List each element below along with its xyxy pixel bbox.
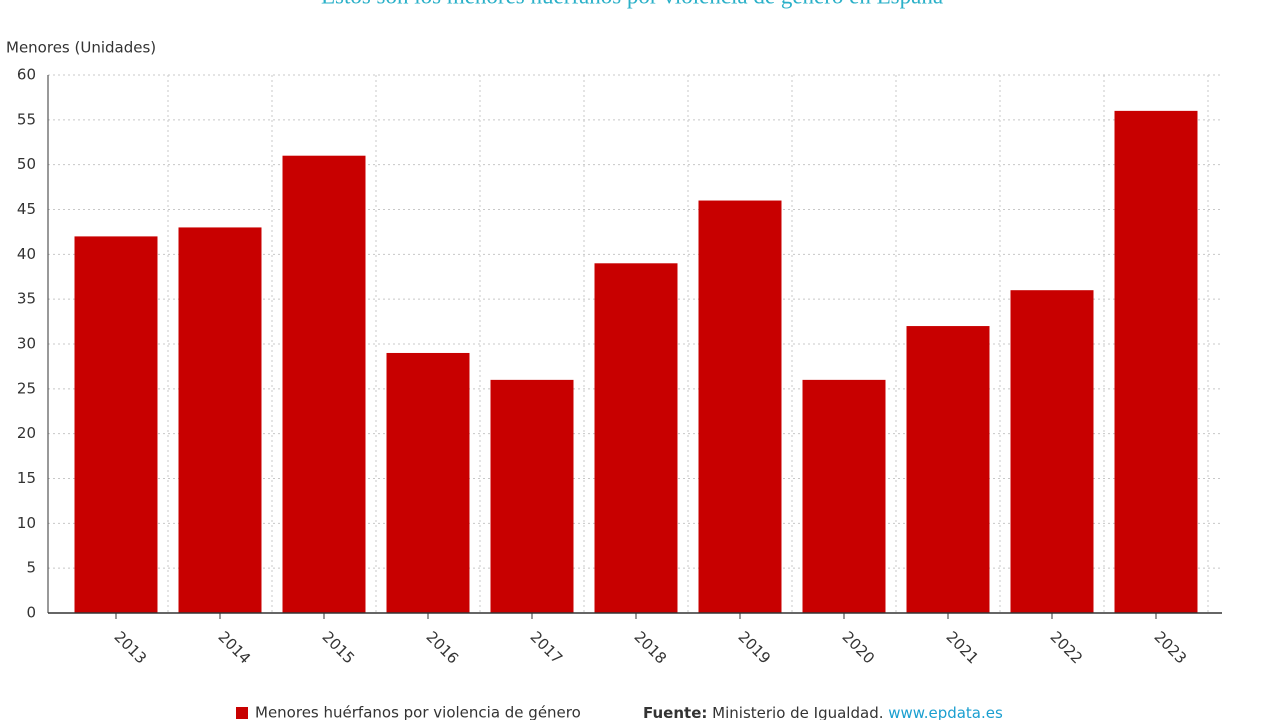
y-tick-label: 50 xyxy=(17,155,36,173)
x-tick-label: 2022 xyxy=(1046,628,1086,668)
bar xyxy=(178,227,262,613)
source: Fuente: Ministerio de Igualdad. www.epda… xyxy=(643,704,1003,720)
bar xyxy=(386,352,470,613)
y-tick-label: 20 xyxy=(17,424,36,442)
x-tick-label: 2021 xyxy=(942,628,982,668)
bar xyxy=(282,155,366,613)
x-tick-label: 2015 xyxy=(318,628,358,668)
bar xyxy=(490,379,574,613)
x-tick-label: 2023 xyxy=(1150,628,1190,668)
y-tick-label: 35 xyxy=(17,290,36,308)
y-tick-label: 10 xyxy=(17,514,36,532)
y-tick-label: 5 xyxy=(26,559,36,577)
bar xyxy=(698,200,782,614)
source-label: Fuente: xyxy=(643,704,707,720)
legend-label: Menores huérfanos por violencia de géner… xyxy=(255,704,581,720)
y-tick-label: 55 xyxy=(17,110,36,128)
y-tick-label: 60 xyxy=(17,66,36,84)
y-tick-label: 45 xyxy=(17,200,36,218)
x-tick-label: 2013 xyxy=(110,628,150,668)
source-link[interactable]: www.epdata.es xyxy=(888,704,1003,720)
x-tick-label: 2020 xyxy=(838,628,878,668)
bar xyxy=(594,263,678,613)
legend-swatch xyxy=(236,707,248,719)
y-tick-label: 40 xyxy=(17,245,36,263)
chart-title: Estos son los menores huérfanos por viol… xyxy=(321,0,943,8)
x-tick-label: 2017 xyxy=(526,628,566,668)
bar xyxy=(74,236,158,613)
y-tick-label: 15 xyxy=(17,469,36,487)
bar xyxy=(1114,110,1198,613)
y-tick-label: 25 xyxy=(17,379,36,397)
x-tick-label: 2019 xyxy=(734,628,774,668)
bar xyxy=(906,326,990,613)
x-tick-label: 2018 xyxy=(630,628,670,668)
y-tick-label: 0 xyxy=(26,604,36,622)
bar xyxy=(802,379,886,613)
source-text: Ministerio de Igualdad. xyxy=(712,704,883,720)
x-tick-label: 2016 xyxy=(422,628,462,668)
y-tick-label: 30 xyxy=(17,335,36,353)
bar xyxy=(1010,290,1094,613)
y-axis-label: Menores (Unidades) xyxy=(6,39,156,57)
x-tick-label: 2014 xyxy=(214,628,254,668)
